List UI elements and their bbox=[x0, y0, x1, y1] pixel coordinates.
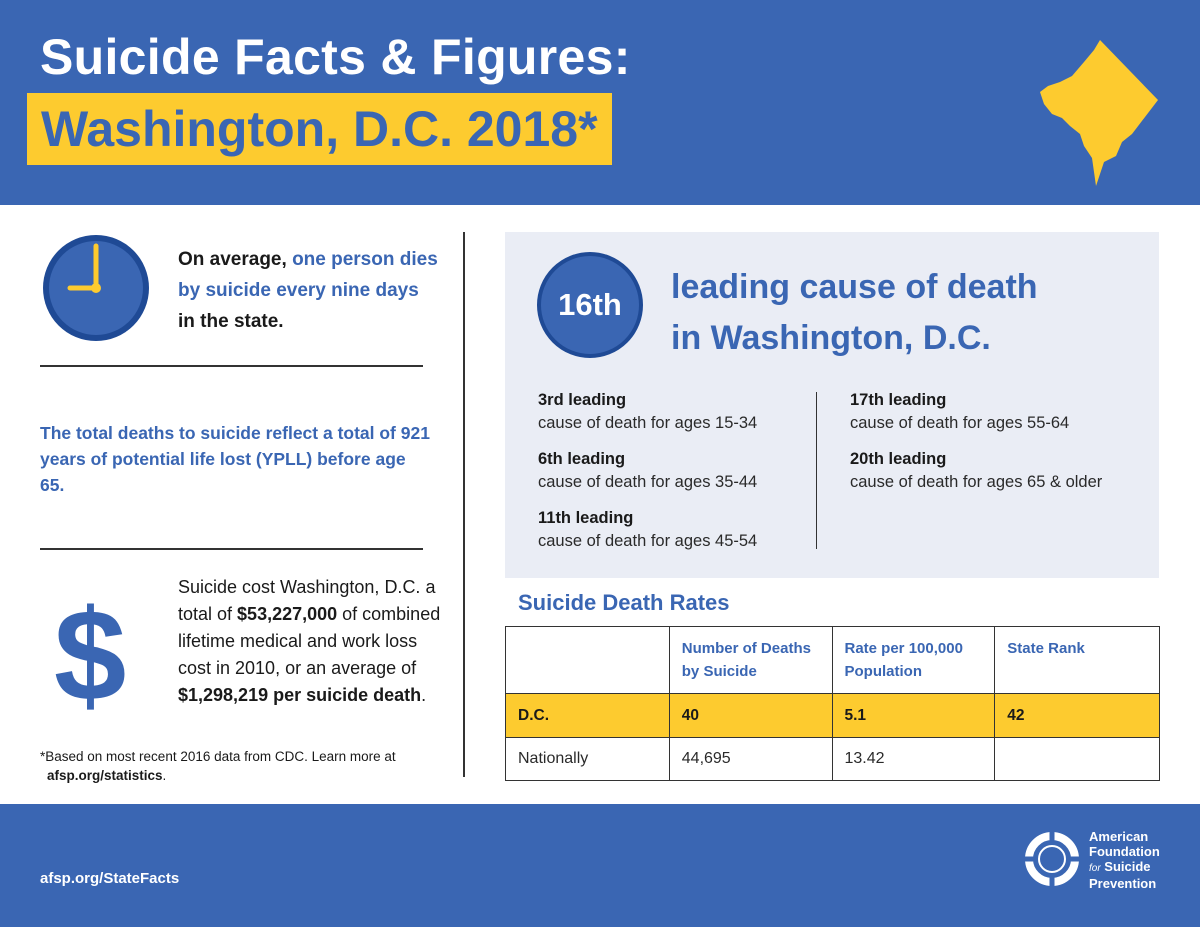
age-rank-label: 6th leading bbox=[538, 450, 626, 468]
leading-cause-title: leading cause of death in Washington, D.… bbox=[671, 262, 1038, 364]
cost-part1: Suicide cost Washington, D.C. a total of bbox=[178, 577, 436, 624]
page-subtitle: Washington, D.C. 2018* bbox=[41, 101, 598, 157]
divider-line bbox=[40, 365, 423, 367]
org-name-line: Suicide bbox=[1104, 859, 1151, 874]
dollar-sign-icon: $ bbox=[54, 582, 127, 728]
table-header-row: Number of Deaths by Suicide Rate per 100… bbox=[505, 626, 1160, 694]
statistics-link[interactable]: afsp.org/statistics bbox=[47, 768, 163, 783]
age-rank-label: 17th leading bbox=[850, 391, 947, 409]
rates-title: Suicide Death Rates bbox=[518, 590, 730, 615]
footnote-end: . bbox=[162, 768, 167, 783]
age-rank-item: 17th leading cause of death for ages 55-… bbox=[850, 389, 1069, 435]
divider-line bbox=[40, 548, 423, 550]
table-cell bbox=[994, 737, 1160, 781]
age-rank-item: 6th leading cause of death for ages 35-4… bbox=[538, 448, 757, 494]
age-rank-label: 11th leading bbox=[538, 509, 634, 527]
table-header-cell: Number of Deaths by Suicide bbox=[668, 626, 833, 694]
rates-table: Number of Deaths by Suicide Rate per 100… bbox=[505, 626, 1160, 781]
header-banner: Suicide Facts & Figures: Washington, D.C… bbox=[0, 0, 1200, 205]
org-name-line: Prevention bbox=[1089, 876, 1157, 891]
footer-banner bbox=[0, 804, 1200, 927]
leading-title-line2: in Washington, D.C. bbox=[671, 319, 991, 357]
table-header-cell: State Rank bbox=[994, 626, 1160, 694]
cost-part3: . bbox=[421, 685, 427, 705]
average-suffix: in the state. bbox=[178, 311, 284, 332]
table-cell: 42 bbox=[994, 693, 1160, 738]
age-rank-desc: cause of death for ages 65 & older bbox=[850, 473, 1103, 491]
cost-statement: Suicide cost Washington, D.C. a total of… bbox=[178, 574, 448, 709]
age-rank-label: 20th leading bbox=[850, 450, 947, 468]
org-name-for: for bbox=[1089, 863, 1101, 874]
ypll-statement: The total deaths to suicide reflect a to… bbox=[40, 423, 430, 495]
table-header-cell: Rate per 100,000 Population bbox=[831, 626, 996, 694]
cost-average: $1,298,219 per suicide death bbox=[178, 685, 422, 705]
dc-map-icon bbox=[1040, 40, 1158, 186]
page-title: Suicide Facts & Figures: bbox=[40, 29, 631, 85]
table-cell: 40 bbox=[668, 693, 833, 738]
cost-total: $53,227,000 bbox=[237, 604, 338, 624]
age-rank-desc: cause of death for ages 55-64 bbox=[850, 414, 1070, 432]
cost-part2: of combined lifetime medical and work lo… bbox=[178, 604, 441, 678]
age-rank-label: 3rd leading bbox=[538, 391, 627, 409]
footnote: *Based on most recent 2016 data from CDC… bbox=[40, 747, 440, 785]
vertical-divider bbox=[463, 232, 465, 777]
table-row-national: Nationally 44,695 13.42 bbox=[505, 737, 1160, 781]
age-rank-item: 3rd leading cause of death for ages 15-3… bbox=[538, 389, 757, 435]
org-name-line: Foundation bbox=[1089, 844, 1160, 859]
table-row-dc: D.C. 40 5.1 42 bbox=[505, 693, 1160, 738]
average-death-frequency: On average, one person dies by suicide e… bbox=[178, 244, 438, 337]
table-header-cell bbox=[505, 626, 670, 694]
org-name: American Foundation for Suicide Preventi… bbox=[1089, 829, 1160, 891]
clock-icon bbox=[43, 235, 149, 341]
column-divider bbox=[816, 392, 817, 549]
age-rank-desc: cause of death for ages 15-34 bbox=[538, 414, 758, 432]
age-rank-desc: cause of death for ages 35-44 bbox=[538, 473, 758, 491]
age-rank-item: 20th leading cause of death for ages 65 … bbox=[850, 448, 1102, 494]
age-rank-item: 11th leading cause of death for ages 45-… bbox=[538, 507, 757, 553]
table-cell: D.C. bbox=[505, 693, 670, 738]
table-cell: 13.42 bbox=[831, 737, 996, 781]
average-highlight: one person dies by suicide every nine da… bbox=[178, 249, 438, 301]
lifesaver-logo-icon bbox=[1024, 831, 1080, 887]
table-cell: Nationally bbox=[505, 737, 670, 781]
rank-badge: 16th bbox=[537, 252, 643, 358]
leading-title-line1: leading cause of death bbox=[671, 268, 1038, 306]
table-cell: 44,695 bbox=[668, 737, 833, 781]
age-rank-desc: cause of death for ages 45-54 bbox=[538, 532, 758, 550]
footnote-text: *Based on most recent 2016 data from CDC… bbox=[40, 749, 396, 764]
subtitle-highlight-box: Washington, D.C. 2018* bbox=[27, 93, 612, 165]
state-facts-link[interactable]: afsp.org/StateFacts bbox=[40, 870, 180, 887]
org-name-line: American bbox=[1089, 829, 1149, 844]
table-cell: 5.1 bbox=[831, 693, 996, 738]
average-prefix: On average, bbox=[178, 249, 293, 270]
